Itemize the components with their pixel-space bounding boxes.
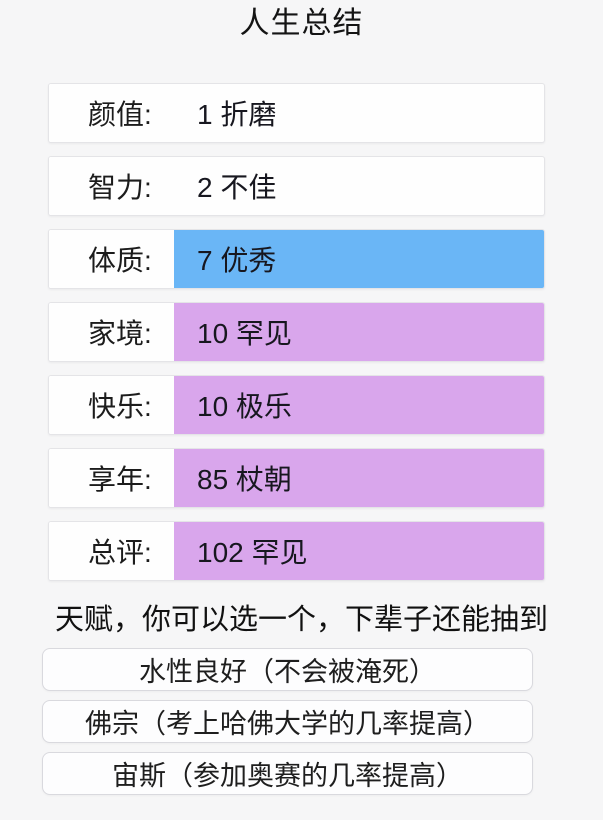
stat-label: 智力: [49,157,174,215]
stat-value: 7 优秀 [174,230,544,288]
stat-value: 2 不佳 [197,172,277,203]
stat-value: 102 罕见 [174,522,544,580]
talent-option-button-swimming[interactable]: 水性良好（不会被淹死） [42,648,533,691]
stat-row-physique: 体质: 7 优秀 [48,229,545,289]
stat-row-appearance: 颜值: 1 折磨 [48,83,545,143]
stat-row-happiness: 快乐: 10 极乐 [48,375,545,435]
stat-row-intelligence: 智力: 2 不佳 [48,156,545,216]
stat-label: 颜值: [49,84,174,142]
stat-row-family: 家境: 10 罕见 [48,302,545,362]
stat-value: 1 折磨 [197,99,277,130]
stats-list: 颜值: 1 折磨 智力: 2 不佳 体质: 7 优秀 家境: 10 罕见 快乐:… [48,83,545,581]
talent-options-list: 水性良好（不会被淹死） 佛宗（考上哈佛大学的几率提高） 宙斯（参加奥赛的几率提高… [42,648,533,795]
stat-value: 10 罕见 [174,303,544,361]
page-title: 人生总结 [239,7,364,40]
stat-value: 10 极乐 [174,376,544,434]
stat-label: 快乐: [49,376,174,434]
talent-hint: 天赋，你可以选一个，下辈子还能抽到 [54,604,548,636]
stat-label: 体质: [49,230,174,288]
stat-label: 总评: [49,522,174,580]
talent-option-button-buddhism[interactable]: 佛宗（考上哈佛大学的几率提高） [42,700,533,743]
talent-option-button-zeus[interactable]: 宙斯（参加奥赛的几率提高） [42,752,533,795]
stat-label: 享年: [49,449,174,507]
stat-row-lifespan: 享年: 85 杖朝 [48,448,545,508]
stat-value: 85 杖朝 [174,449,544,507]
stat-row-overall: 总评: 102 罕见 [48,521,545,581]
stat-label: 家境: [49,303,174,361]
